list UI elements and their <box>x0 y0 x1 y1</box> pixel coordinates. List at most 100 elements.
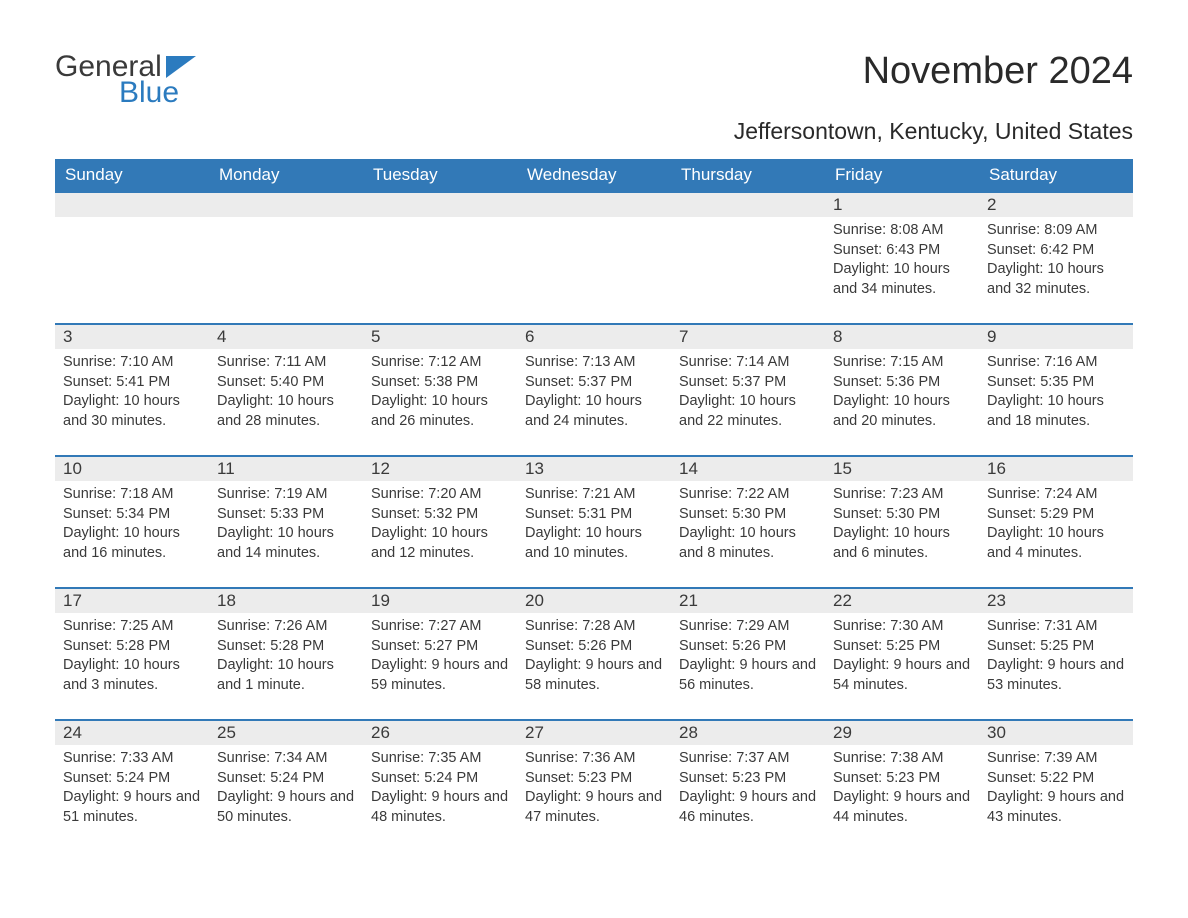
daylight-text: Daylight: 9 hours and 59 minutes. <box>371 656 509 695</box>
day-details: Sunrise: 7:16 AMSunset: 5:35 PMDaylight:… <box>979 349 1133 439</box>
day-header: Thursday <box>671 159 825 192</box>
day-number: 5 <box>363 325 517 349</box>
day-details: Sunrise: 7:38 AMSunset: 5:23 PMDaylight:… <box>825 745 979 835</box>
daylight-text: Daylight: 9 hours and 56 minutes. <box>679 656 817 695</box>
sunset-text: Sunset: 5:37 PM <box>679 373 817 393</box>
sunrise-text: Sunrise: 7:35 AM <box>371 749 509 769</box>
sunrise-text: Sunrise: 7:36 AM <box>525 749 663 769</box>
daylight-text: Daylight: 10 hours and 6 minutes. <box>833 524 971 563</box>
day-details: Sunrise: 7:13 AMSunset: 5:37 PMDaylight:… <box>517 349 671 439</box>
calendar-cell: 20Sunrise: 7:28 AMSunset: 5:26 PMDayligh… <box>517 588 671 720</box>
calendar-cell: 21Sunrise: 7:29 AMSunset: 5:26 PMDayligh… <box>671 588 825 720</box>
day-number: 15 <box>825 457 979 481</box>
day-number: 7 <box>671 325 825 349</box>
calendar-table: SundayMondayTuesdayWednesdayThursdayFrid… <box>55 159 1133 852</box>
calendar-cell <box>55 192 209 324</box>
empty-day <box>55 193 209 217</box>
sunset-text: Sunset: 5:24 PM <box>371 769 509 789</box>
daylight-text: Daylight: 10 hours and 3 minutes. <box>63 656 201 695</box>
sunrise-text: Sunrise: 7:20 AM <box>371 485 509 505</box>
calendar-week: 17Sunrise: 7:25 AMSunset: 5:28 PMDayligh… <box>55 588 1133 720</box>
sunrise-text: Sunrise: 7:11 AM <box>217 353 355 373</box>
calendar-cell: 16Sunrise: 7:24 AMSunset: 5:29 PMDayligh… <box>979 456 1133 588</box>
day-number: 17 <box>55 589 209 613</box>
day-number: 19 <box>363 589 517 613</box>
sunrise-text: Sunrise: 7:28 AM <box>525 617 663 637</box>
sunrise-text: Sunrise: 7:33 AM <box>63 749 201 769</box>
calendar-cell: 10Sunrise: 7:18 AMSunset: 5:34 PMDayligh… <box>55 456 209 588</box>
sunrise-text: Sunrise: 7:29 AM <box>679 617 817 637</box>
sunset-text: Sunset: 5:22 PM <box>987 769 1125 789</box>
day-details: Sunrise: 7:15 AMSunset: 5:36 PMDaylight:… <box>825 349 979 439</box>
sunset-text: Sunset: 5:30 PM <box>833 505 971 525</box>
sunset-text: Sunset: 5:32 PM <box>371 505 509 525</box>
sunrise-text: Sunrise: 7:34 AM <box>217 749 355 769</box>
calendar-cell: 22Sunrise: 7:30 AMSunset: 5:25 PMDayligh… <box>825 588 979 720</box>
day-details: Sunrise: 7:31 AMSunset: 5:25 PMDaylight:… <box>979 613 1133 703</box>
day-details: Sunrise: 7:19 AMSunset: 5:33 PMDaylight:… <box>209 481 363 571</box>
logo-flag-icon <box>166 56 196 78</box>
sunrise-text: Sunrise: 7:27 AM <box>371 617 509 637</box>
day-details: Sunrise: 8:08 AMSunset: 6:43 PMDaylight:… <box>825 217 979 307</box>
logo-text-blue: Blue <box>119 76 179 110</box>
daylight-text: Daylight: 10 hours and 1 minute. <box>217 656 355 695</box>
daylight-text: Daylight: 9 hours and 43 minutes. <box>987 788 1125 827</box>
location-subtitle: Jeffersontown, Kentucky, United States <box>55 118 1133 145</box>
sunset-text: Sunset: 5:41 PM <box>63 373 201 393</box>
calendar-cell: 27Sunrise: 7:36 AMSunset: 5:23 PMDayligh… <box>517 720 671 852</box>
calendar-cell: 6Sunrise: 7:13 AMSunset: 5:37 PMDaylight… <box>517 324 671 456</box>
day-header: Saturday <box>979 159 1133 192</box>
sunrise-text: Sunrise: 7:15 AM <box>833 353 971 373</box>
daylight-text: Daylight: 10 hours and 8 minutes. <box>679 524 817 563</box>
sunrise-text: Sunrise: 7:39 AM <box>987 749 1125 769</box>
daylight-text: Daylight: 10 hours and 20 minutes. <box>833 392 971 431</box>
daylight-text: Daylight: 9 hours and 46 minutes. <box>679 788 817 827</box>
day-number: 12 <box>363 457 517 481</box>
day-details: Sunrise: 7:20 AMSunset: 5:32 PMDaylight:… <box>363 481 517 571</box>
empty-day <box>671 193 825 217</box>
day-number: 22 <box>825 589 979 613</box>
sunset-text: Sunset: 5:24 PM <box>217 769 355 789</box>
calendar-cell: 24Sunrise: 7:33 AMSunset: 5:24 PMDayligh… <box>55 720 209 852</box>
calendar-cell: 30Sunrise: 7:39 AMSunset: 5:22 PMDayligh… <box>979 720 1133 852</box>
daylight-text: Daylight: 10 hours and 12 minutes. <box>371 524 509 563</box>
day-details: Sunrise: 7:10 AMSunset: 5:41 PMDaylight:… <box>55 349 209 439</box>
sunset-text: Sunset: 5:28 PM <box>63 637 201 657</box>
calendar-cell: 15Sunrise: 7:23 AMSunset: 5:30 PMDayligh… <box>825 456 979 588</box>
header: General Blue November 2024 <box>55 50 1133 110</box>
day-details: Sunrise: 7:12 AMSunset: 5:38 PMDaylight:… <box>363 349 517 439</box>
day-number: 2 <box>979 193 1133 217</box>
day-number: 14 <box>671 457 825 481</box>
sunset-text: Sunset: 5:30 PM <box>679 505 817 525</box>
sunrise-text: Sunrise: 7:10 AM <box>63 353 201 373</box>
daylight-text: Daylight: 10 hours and 10 minutes. <box>525 524 663 563</box>
daylight-text: Daylight: 9 hours and 47 minutes. <box>525 788 663 827</box>
sunrise-text: Sunrise: 7:18 AM <box>63 485 201 505</box>
daylight-text: Daylight: 10 hours and 22 minutes. <box>679 392 817 431</box>
day-details: Sunrise: 7:29 AMSunset: 5:26 PMDaylight:… <box>671 613 825 703</box>
calendar-cell: 13Sunrise: 7:21 AMSunset: 5:31 PMDayligh… <box>517 456 671 588</box>
calendar-cell: 2 Sunrise: 8:09 AMSunset: 6:42 PMDaylight… <box>979 192 1133 324</box>
day-details: Sunrise: 7:36 AMSunset: 5:23 PMDaylight:… <box>517 745 671 835</box>
daylight-text: Daylight: 9 hours and 58 minutes. <box>525 656 663 695</box>
day-details: Sunrise: 7:18 AMSunset: 5:34 PMDaylight:… <box>55 481 209 571</box>
sunset-text: Sunset: 5:38 PM <box>371 373 509 393</box>
day-header: Tuesday <box>363 159 517 192</box>
daylight-text: Daylight: 10 hours and 4 minutes. <box>987 524 1125 563</box>
sunset-text: Sunset: 5:25 PM <box>987 637 1125 657</box>
day-details: Sunrise: 7:22 AMSunset: 5:30 PMDaylight:… <box>671 481 825 571</box>
sunset-text: Sunset: 6:42 PM <box>987 241 1125 261</box>
sunset-text: Sunset: 5:33 PM <box>217 505 355 525</box>
sunrise-text: Sunrise: 8:09 AM <box>987 221 1125 241</box>
sunrise-text: Sunrise: 7:21 AM <box>525 485 663 505</box>
sunrise-text: Sunrise: 7:37 AM <box>679 749 817 769</box>
sunset-text: Sunset: 5:31 PM <box>525 505 663 525</box>
sunset-text: Sunset: 5:24 PM <box>63 769 201 789</box>
sunset-text: Sunset: 5:23 PM <box>525 769 663 789</box>
daylight-text: Daylight: 10 hours and 32 minutes. <box>987 260 1125 299</box>
sunset-text: Sunset: 5:27 PM <box>371 637 509 657</box>
sunrise-text: Sunrise: 7:31 AM <box>987 617 1125 637</box>
daylight-text: Daylight: 10 hours and 28 minutes. <box>217 392 355 431</box>
sunset-text: Sunset: 5:28 PM <box>217 637 355 657</box>
sunset-text: Sunset: 5:26 PM <box>679 637 817 657</box>
